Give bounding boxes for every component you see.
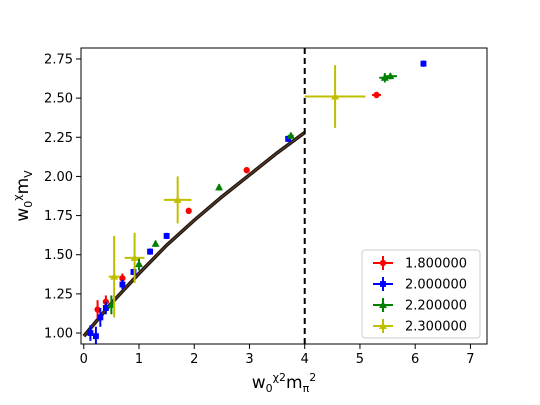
legend-label: 2.000000 bbox=[405, 278, 467, 293]
data-point bbox=[420, 60, 427, 67]
point-marker bbox=[119, 275, 126, 282]
point-marker bbox=[130, 269, 137, 275]
fit-curve bbox=[83, 132, 305, 337]
legend-label: 2.300000 bbox=[405, 320, 467, 335]
data-point bbox=[151, 239, 160, 247]
legend-entry: 2.000000 bbox=[373, 277, 467, 293]
plot-frame bbox=[80, 47, 488, 345]
x-tick-label: 1 bbox=[135, 352, 143, 367]
y-axis-label: w0χmV bbox=[11, 170, 35, 222]
y-tick-label: 2.75 bbox=[44, 52, 73, 67]
x-tick-label: 3 bbox=[245, 352, 253, 367]
y-tick-label: 1.25 bbox=[44, 287, 73, 302]
point-marker bbox=[87, 330, 94, 336]
data-point bbox=[124, 232, 145, 283]
point-marker bbox=[163, 232, 170, 239]
legend-label: 1.800000 bbox=[405, 257, 467, 272]
point-marker bbox=[130, 253, 139, 261]
point-marker bbox=[135, 260, 143, 268]
data-point bbox=[87, 325, 94, 341]
legend: 1.800000 2.000000 2.200000 2.300000 bbox=[361, 249, 481, 339]
series-2.300000 bbox=[108, 65, 366, 318]
data-point bbox=[147, 248, 153, 255]
data-point bbox=[185, 207, 192, 215]
data-point bbox=[163, 232, 170, 240]
legend-entry: 2.200000 bbox=[373, 298, 467, 314]
data-point bbox=[97, 307, 104, 327]
point-marker bbox=[285, 135, 292, 142]
series-2.000000 bbox=[87, 60, 427, 344]
data-point bbox=[102, 301, 109, 315]
data-point bbox=[163, 176, 192, 224]
x-tick-label: 5 bbox=[356, 352, 364, 367]
series-2.200000 bbox=[107, 72, 397, 315]
x-tick-label: 6 bbox=[411, 352, 419, 367]
point-marker bbox=[373, 91, 380, 99]
data-point bbox=[304, 65, 366, 128]
x-tick-label: 0 bbox=[80, 352, 88, 367]
point-marker bbox=[420, 60, 427, 67]
legend-box bbox=[361, 249, 481, 339]
x-tick-label: 2 bbox=[190, 352, 198, 367]
point-marker bbox=[151, 239, 160, 247]
point-marker bbox=[243, 167, 250, 174]
x-axis-label: w0χ2mπ2 bbox=[252, 371, 316, 395]
point-marker bbox=[173, 195, 182, 203]
y-tick-label: 1.50 bbox=[44, 248, 73, 263]
point-marker bbox=[97, 314, 104, 321]
point-marker bbox=[331, 92, 340, 100]
y-tick-label: 2.50 bbox=[44, 92, 73, 107]
x-tick-label: 7 bbox=[466, 352, 474, 367]
legend-label: 2.200000 bbox=[405, 299, 467, 314]
point-marker bbox=[92, 333, 99, 340]
y-tick-label: 1.00 bbox=[44, 327, 73, 342]
point-marker bbox=[94, 306, 101, 313]
data-point bbox=[243, 167, 250, 174]
data-point bbox=[215, 183, 224, 191]
y-tick-label: 1.75 bbox=[44, 209, 73, 224]
data-point bbox=[108, 235, 120, 318]
point-marker bbox=[119, 281, 126, 288]
legend-entry: 1.800000 bbox=[373, 256, 467, 272]
data-point bbox=[372, 91, 381, 99]
data-point bbox=[135, 257, 143, 271]
data-point bbox=[286, 131, 295, 139]
point-marker bbox=[386, 72, 395, 80]
point-marker bbox=[185, 207, 192, 215]
point-marker bbox=[102, 305, 109, 311]
point-marker bbox=[215, 183, 224, 191]
data-point bbox=[92, 326, 99, 344]
y-tick-label: 2.25 bbox=[44, 131, 73, 146]
x-tick-label: 4 bbox=[301, 352, 309, 367]
data-point bbox=[119, 279, 126, 290]
y-tick-label: 2.00 bbox=[44, 170, 73, 185]
point-marker bbox=[110, 272, 119, 280]
point-marker bbox=[286, 131, 295, 139]
legend-entry: 2.300000 bbox=[373, 319, 467, 335]
data-point bbox=[383, 72, 397, 80]
point-marker bbox=[147, 248, 153, 255]
